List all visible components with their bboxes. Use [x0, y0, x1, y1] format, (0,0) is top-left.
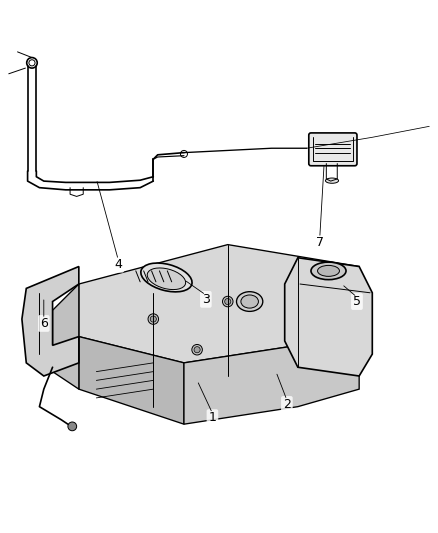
Text: 4: 4	[114, 258, 122, 271]
Circle shape	[225, 298, 231, 304]
Ellipse shape	[325, 178, 339, 183]
Ellipse shape	[141, 263, 192, 292]
Polygon shape	[79, 245, 359, 363]
Ellipse shape	[241, 295, 258, 308]
Ellipse shape	[237, 292, 263, 311]
Circle shape	[223, 296, 233, 307]
Circle shape	[150, 316, 156, 322]
Text: 5: 5	[353, 295, 361, 308]
Circle shape	[148, 314, 159, 324]
Text: 1: 1	[208, 411, 216, 424]
Polygon shape	[53, 284, 79, 389]
FancyBboxPatch shape	[309, 133, 357, 166]
Ellipse shape	[311, 262, 346, 280]
Polygon shape	[79, 336, 184, 424]
Text: 7: 7	[316, 236, 324, 249]
Polygon shape	[285, 258, 372, 376]
Circle shape	[68, 422, 77, 431]
Text: 6: 6	[40, 317, 48, 330]
Circle shape	[192, 344, 202, 355]
Polygon shape	[184, 319, 359, 424]
Ellipse shape	[147, 268, 186, 289]
Circle shape	[194, 346, 200, 353]
Ellipse shape	[318, 265, 339, 276]
Text: 2: 2	[283, 398, 291, 411]
Polygon shape	[22, 266, 79, 376]
Text: 3: 3	[202, 293, 210, 306]
